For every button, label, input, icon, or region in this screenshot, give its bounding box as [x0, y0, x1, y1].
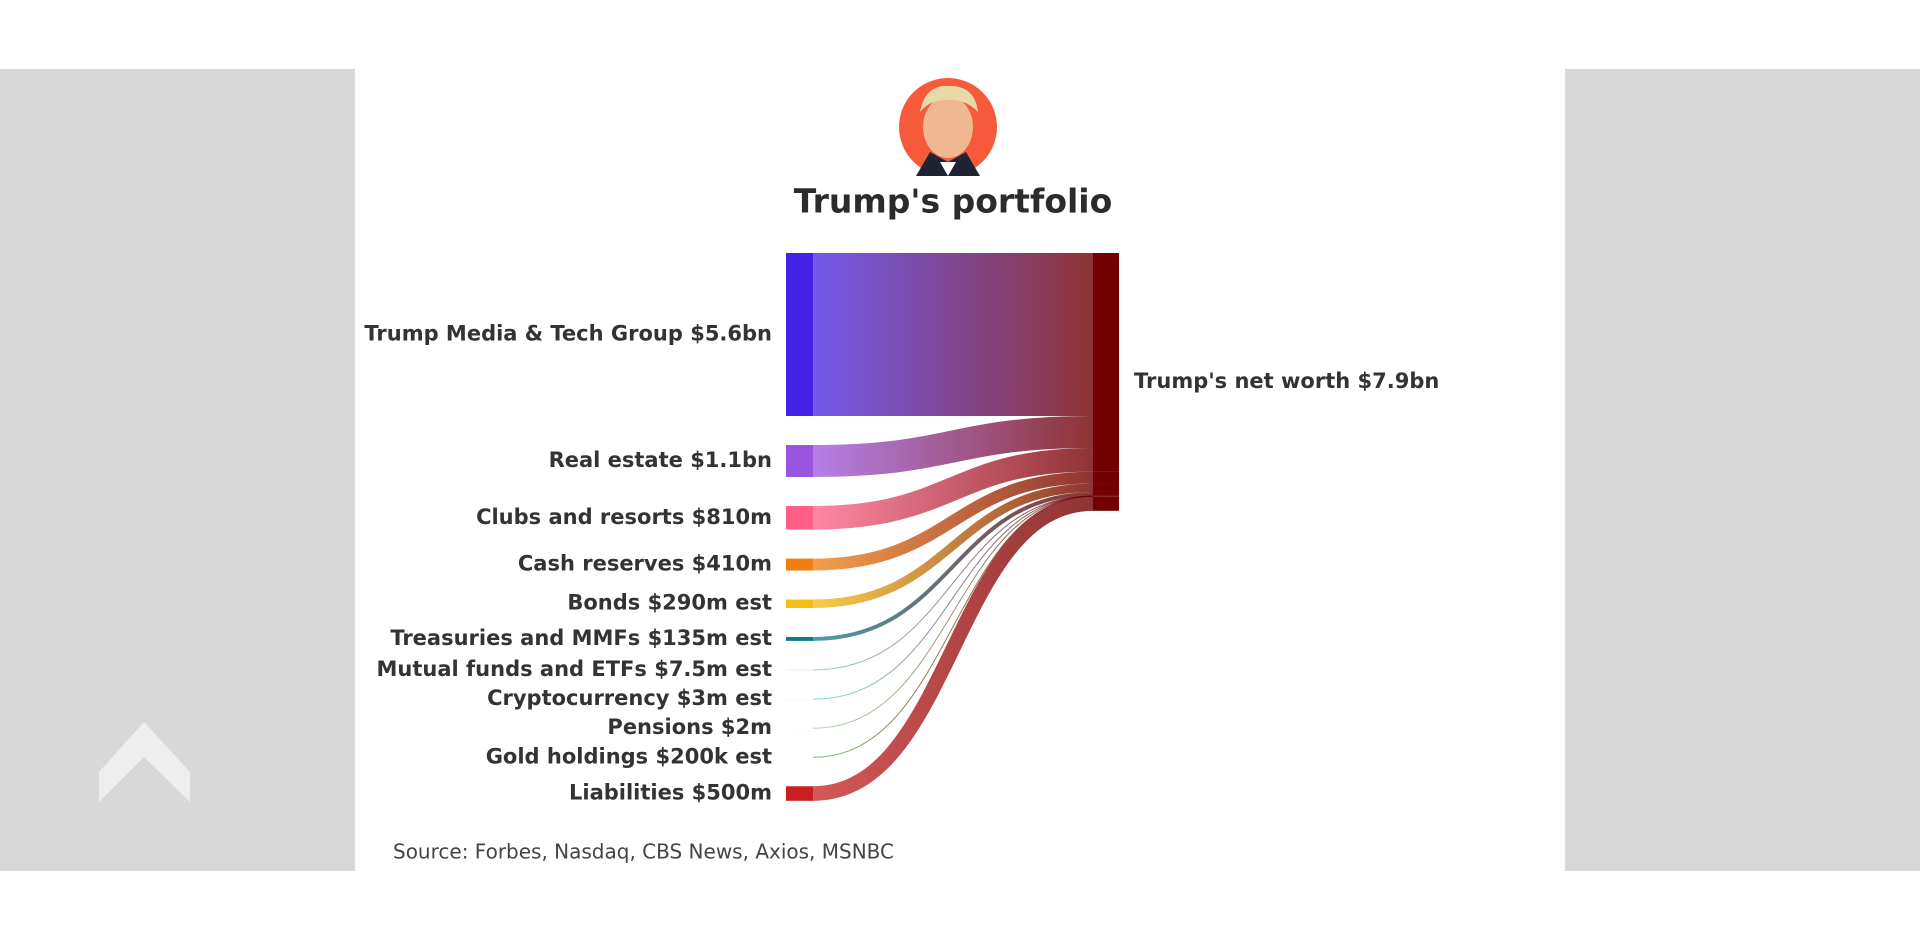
node-label: Cryptocurrency $3m est [487, 686, 772, 710]
node-label: Treasuries and MMFs $135m est [390, 626, 772, 650]
target-node-segment [1093, 496, 1119, 511]
source-node [786, 786, 813, 801]
node-label: Trump Media & Tech Group $5.6bn [364, 322, 772, 346]
node-label: Real estate $1.1bn [549, 448, 772, 472]
node-label: Liabilities $500m [569, 781, 772, 805]
source-node [786, 445, 813, 477]
source-node [786, 637, 813, 641]
source-node [786, 600, 813, 608]
node-label: Cash reserves $410m [518, 552, 772, 576]
node-label: Bonds $290m est [567, 591, 772, 615]
source-node [786, 559, 813, 571]
target-node-segment [1093, 448, 1119, 472]
target-label: Trump's net worth $7.9bn [1134, 369, 1439, 393]
node-label: Clubs and resorts $810m [476, 505, 772, 529]
source-node [786, 506, 813, 530]
source-note: Source: Forbes, Nasdaq, CBS News, Axios,… [393, 840, 894, 864]
target-node-segment [1093, 484, 1119, 492]
node-label: Gold holdings $200k est [486, 744, 772, 768]
avatar [899, 78, 997, 176]
chart-title: Trump's portfolio [794, 182, 1113, 221]
target-node-segment [1093, 492, 1119, 496]
target-node-segment [1093, 472, 1119, 484]
source-node [786, 253, 813, 416]
node-label: Pensions $2m [607, 715, 772, 739]
node-label: Mutual funds and ETFs $7.5m est [377, 657, 772, 681]
target-node-segment [1093, 416, 1119, 448]
target-node-segment [1093, 253, 1119, 416]
